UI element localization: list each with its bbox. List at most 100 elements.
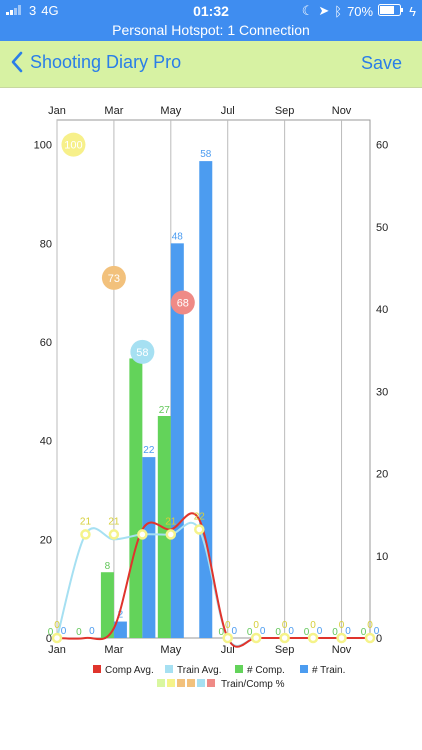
train-bar-label: 0: [288, 626, 294, 637]
ratio-point: [137, 529, 148, 540]
train-bar-label: 0: [374, 626, 380, 637]
ratio-point: [336, 632, 347, 644]
ratio-point: [307, 632, 319, 644]
ratio-point-label: 21: [80, 516, 92, 527]
ratio-point-label: 21: [165, 516, 177, 527]
hotspot-banner[interactable]: Personal Hotspot: 1 Connection: [0, 22, 422, 41]
bluetooth-icon: ᛒ: [334, 3, 343, 19]
y-left-tick-label: 40: [40, 436, 52, 448]
y-left-tick-label: 0: [46, 633, 52, 645]
battery-percent: 70%: [347, 3, 374, 19]
y-left-tick-label: 80: [40, 238, 52, 250]
value-bubble: [61, 132, 86, 157]
train-bar-label: 0: [345, 626, 351, 637]
legend-swatch: [157, 679, 165, 687]
ratio-point-label: 0: [225, 620, 231, 631]
ratio-point-label: 21: [108, 516, 120, 527]
train-bar-label: 2: [118, 610, 124, 621]
back-label: Shooting Diary Pro: [30, 51, 182, 72]
ratio-point: [364, 632, 376, 644]
value-bubble-label: 100: [64, 140, 82, 152]
chevron-left-icon: [11, 51, 23, 73]
value-bubble-label: 68: [177, 298, 189, 310]
value-bubble: [130, 339, 155, 364]
carrier: 3: [29, 3, 37, 18]
value-bubble-label: 73: [108, 273, 120, 285]
ratio-point-label: 22: [194, 511, 206, 522]
x-tick-label-bottom: Mar: [104, 644, 123, 656]
legend-label: # Train.: [312, 665, 345, 676]
ratio-point: [80, 529, 91, 540]
moon-icon: ☾: [301, 3, 314, 18]
train-bar-label: 0: [61, 626, 67, 637]
status-right: ☾ ➤ ᛒ 70% ϟ: [302, 3, 416, 19]
ratio-point: [51, 632, 63, 644]
comp-bar-label: 0: [247, 627, 253, 638]
ratio-point-label: 0: [339, 620, 345, 631]
y-right-tick-label: 30: [376, 386, 388, 398]
ratio-point: [165, 529, 177, 540]
train-bar: [113, 621, 127, 638]
x-tick-label-bottom: Jul: [221, 644, 235, 656]
chart: JanJanMarMarMayMayJulJulSepSepNovNov0204…: [34, 105, 389, 690]
comp-bar-label: 8: [105, 561, 111, 572]
train-bar: [142, 457, 156, 638]
status-bar: 3 4G 01:32 ☾ ➤ ᛒ 70% ϟ: [0, 0, 422, 22]
legend-label: # Comp.: [247, 665, 285, 676]
ratio-point-label: 0: [253, 620, 259, 631]
legend-swatch: [177, 679, 185, 687]
ratio-point-label: 0: [367, 620, 373, 631]
train-bar: [170, 243, 184, 639]
x-tick-label-top: May: [160, 105, 181, 117]
x-tick-label-top: Sep: [275, 105, 295, 117]
save-button[interactable]: Save: [360, 53, 402, 73]
signal-icon: [6, 3, 24, 18]
comp-bar-label: 0: [304, 627, 310, 638]
train-bar-label: 58: [200, 149, 212, 160]
train-bar: [199, 161, 213, 638]
train-bar-label: 0: [231, 626, 237, 637]
legend-label: Train/Comp %: [221, 679, 285, 690]
train-bar-label: 0: [260, 626, 266, 637]
train-bar-label: 0: [89, 626, 95, 637]
value-bubble: [170, 290, 195, 315]
clock: 01:32: [193, 3, 229, 19]
comp-bar-label: 0: [332, 627, 338, 638]
ratio-point: [250, 632, 262, 644]
ratio-point-label: 0: [282, 620, 288, 631]
x-tick-label-top: Jul: [221, 105, 235, 117]
y-right-tick-label: 40: [376, 304, 388, 316]
status-left: 3 4G: [6, 3, 59, 18]
x-tick-label-bottom: Sep: [275, 644, 295, 656]
comp-bar-label: 27: [159, 405, 171, 416]
legend-swatch: [187, 679, 195, 687]
y-right-tick-label: 20: [376, 469, 388, 481]
ratio-point: [108, 529, 120, 540]
charging-icon: ϟ: [409, 3, 416, 19]
legend-label: Train Avg.: [177, 665, 221, 676]
battery-icon: [378, 3, 404, 19]
ratio-point: [279, 632, 290, 644]
comp-bar-label: 0: [48, 627, 54, 638]
legend-swatch: [165, 665, 173, 673]
x-tick-label-bottom: May: [160, 644, 181, 656]
y-right-tick-label: 60: [376, 140, 388, 152]
x-tick-label-top: Mar: [104, 105, 123, 117]
back-button[interactable]: Shooting Diary Pro: [10, 51, 181, 73]
x-tick-label-top: Jan: [48, 105, 66, 117]
x-tick-label-bottom: Nov: [332, 644, 352, 656]
comp-bar: [100, 572, 114, 638]
legend-swatch: [197, 679, 205, 687]
ratio-point: [194, 524, 205, 535]
x-tick-label-top: Nov: [332, 105, 352, 117]
y-left-tick-label: 60: [40, 337, 52, 349]
network-type: 4G: [41, 3, 59, 18]
train-bar-label: 48: [172, 231, 184, 242]
legend-label: Comp Avg.: [105, 665, 154, 676]
comp-bar-label: 0: [76, 627, 82, 638]
legend-swatch: [167, 679, 175, 687]
legend-swatch: [207, 679, 215, 687]
legend-swatch: [235, 665, 243, 673]
y-right-tick-label: 0: [376, 633, 382, 645]
ratio-point: [222, 632, 233, 644]
